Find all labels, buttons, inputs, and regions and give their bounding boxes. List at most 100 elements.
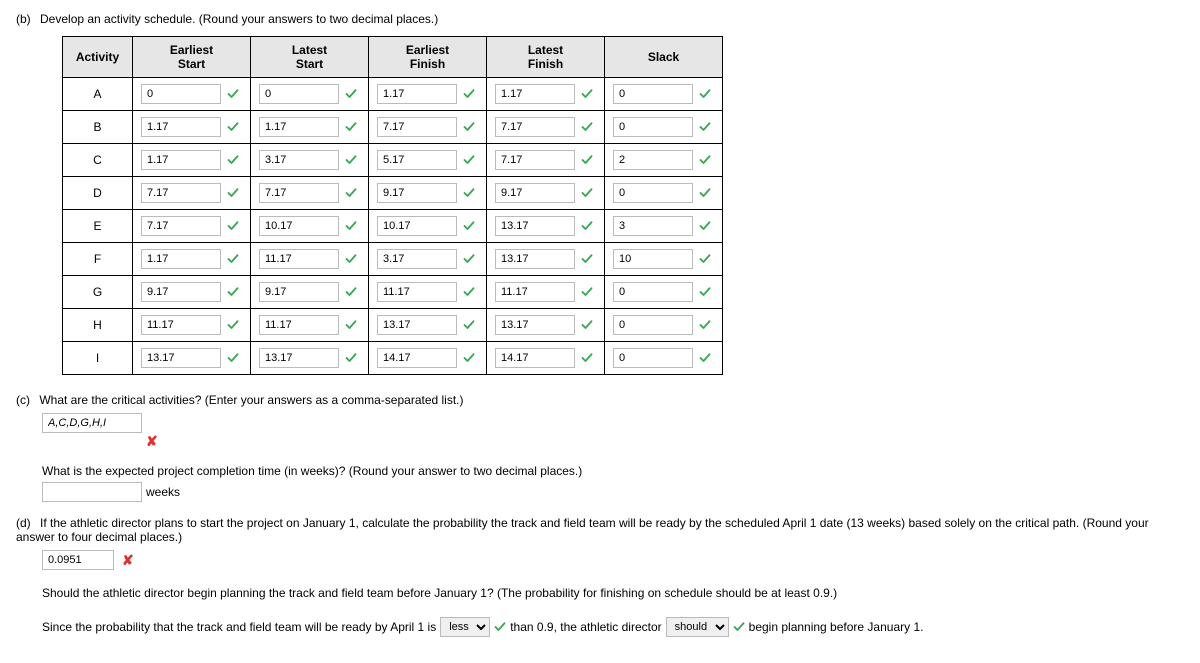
check-icon (699, 319, 711, 331)
ef-input[interactable] (377, 249, 457, 269)
question-b: (b) Develop an activity schedule. (Round… (16, 12, 1184, 375)
ls-input[interactable] (259, 315, 339, 335)
ls-input[interactable] (259, 249, 339, 269)
check-icon (699, 352, 711, 364)
check-icon (581, 286, 593, 298)
check-icon (699, 121, 711, 133)
table-row: C (63, 144, 723, 177)
part-d-prompt: If the athletic director plans to start … (16, 516, 1149, 544)
check-icon (345, 319, 357, 331)
ls-input[interactable] (259, 117, 339, 137)
check-icon (699, 286, 711, 298)
slack-input[interactable] (613, 315, 693, 335)
check-icon (345, 121, 357, 133)
part-c-prompt1: What are the critical activities? (Enter… (39, 393, 463, 407)
es-input[interactable] (141, 249, 221, 269)
check-icon (581, 319, 593, 331)
table-row: H (63, 309, 723, 342)
ls-input[interactable] (259, 216, 339, 236)
part-b-prompt: Develop an activity schedule. (Round you… (40, 12, 438, 26)
check-icon (227, 121, 239, 133)
part-c-prompt2: What is the expected project completion … (42, 464, 582, 478)
activity-label: A (63, 78, 133, 111)
es-input[interactable] (141, 183, 221, 203)
check-icon (581, 121, 593, 133)
lf-input[interactable] (495, 84, 575, 104)
table-row: B (63, 111, 723, 144)
check-icon (345, 88, 357, 100)
check-icon (581, 88, 593, 100)
ef-input[interactable] (377, 315, 457, 335)
ls-input[interactable] (259, 282, 339, 302)
es-input[interactable] (141, 117, 221, 137)
es-input[interactable] (141, 216, 221, 236)
check-icon (463, 220, 475, 232)
slack-input[interactable] (613, 84, 693, 104)
es-input[interactable] (141, 150, 221, 170)
lf-input[interactable] (495, 315, 575, 335)
ef-input[interactable] (377, 150, 457, 170)
ef-input[interactable] (377, 216, 457, 236)
activity-label: E (63, 210, 133, 243)
lf-input[interactable] (495, 216, 575, 236)
slack-input[interactable] (613, 249, 693, 269)
ef-input[interactable] (377, 183, 457, 203)
should-select[interactable]: should (666, 617, 729, 637)
table-row: G (63, 276, 723, 309)
ef-input[interactable] (377, 348, 457, 368)
slack-input[interactable] (613, 348, 693, 368)
check-icon (345, 220, 357, 232)
check-icon (227, 352, 239, 364)
probability-input[interactable] (42, 550, 114, 570)
slack-input[interactable] (613, 282, 693, 302)
table-row: D (63, 177, 723, 210)
check-icon (699, 220, 711, 232)
activity-label: F (63, 243, 133, 276)
table-row: E (63, 210, 723, 243)
lf-input[interactable] (495, 183, 575, 203)
es-input[interactable] (141, 348, 221, 368)
es-input[interactable] (141, 84, 221, 104)
check-icon (345, 187, 357, 199)
table-row: I (63, 342, 723, 375)
ls-input[interactable] (259, 84, 339, 104)
ef-input[interactable] (377, 282, 457, 302)
es-input[interactable] (141, 315, 221, 335)
lf-input[interactable] (495, 150, 575, 170)
ls-input[interactable] (259, 348, 339, 368)
ef-input[interactable] (377, 117, 457, 137)
check-icon (581, 253, 593, 265)
table-row: A (63, 78, 723, 111)
check-icon (345, 286, 357, 298)
ef-input[interactable] (377, 84, 457, 104)
es-input[interactable] (141, 282, 221, 302)
lf-input[interactable] (495, 249, 575, 269)
check-icon (345, 253, 357, 265)
th-ef: EarliestFinish (369, 37, 487, 78)
question-d: (d) If the athletic director plans to st… (16, 516, 1184, 637)
check-icon (494, 621, 506, 633)
completion-time-input[interactable] (42, 482, 142, 502)
check-icon (463, 352, 475, 364)
critical-activities-input[interactable] (42, 413, 142, 433)
part-b-label: (b) (16, 12, 31, 26)
lf-input[interactable] (495, 348, 575, 368)
lf-input[interactable] (495, 117, 575, 137)
weeks-unit: weeks (146, 485, 180, 499)
slack-input[interactable] (613, 150, 693, 170)
check-icon (463, 319, 475, 331)
slack-input[interactable] (613, 216, 693, 236)
part-d-label: (d) (16, 516, 31, 530)
check-icon (227, 220, 239, 232)
check-icon (463, 88, 475, 100)
compare-select[interactable]: less (440, 617, 490, 637)
check-icon (227, 187, 239, 199)
cross-icon: ✘ (146, 433, 158, 450)
slack-input[interactable] (613, 117, 693, 137)
sentence-pre: Since the probability that the track and… (42, 618, 436, 637)
ls-input[interactable] (259, 183, 339, 203)
ls-input[interactable] (259, 150, 339, 170)
lf-input[interactable] (495, 282, 575, 302)
slack-input[interactable] (613, 183, 693, 203)
check-icon (581, 154, 593, 166)
